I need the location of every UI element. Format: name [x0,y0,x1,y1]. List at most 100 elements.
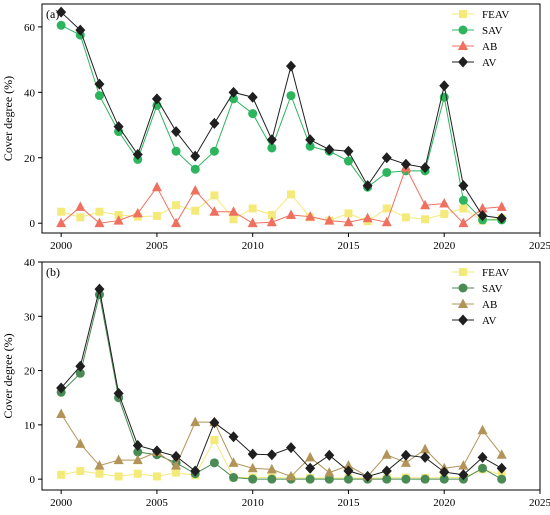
panel-b-series-sav [56,290,507,484]
panel-a-sav-point-6 [171,146,181,156]
panel-b-panel-label: (b) [46,265,60,279]
panel-b-feav-point-1 [76,467,85,475]
panel-b-feav-point-6 [172,468,181,477]
panel-a-legend: FEAV SAV AB AV [452,9,509,69]
panel-b-av-point-23 [496,462,507,474]
panel-a-av-point-12 [286,60,296,72]
panel-b-x-tick-label-4: 2020 [433,497,456,509]
panel-a-x-tick-label-1: 2005 [146,240,169,252]
panel-a-x-tick-label-0: 2000 [50,240,73,252]
panel-a-sav-point-13 [305,141,315,151]
panel-a-ab-point-12 [286,209,296,220]
panel-a-legend-label-feav: FEAV [482,9,509,21]
panel-a-av-point-21 [458,180,469,192]
panel-b-legend-label-feav: FEAV [482,267,509,279]
panel-a-sav-point-0 [56,20,66,30]
panel-a-ab-point-9 [228,206,239,216]
panel-b-feav-point-8 [210,436,219,445]
panel-a-ab-point-19 [420,199,431,210]
panel-a-feav-point-3 [114,211,123,220]
panel-b-x-tick-label-0: 2000 [50,497,73,509]
panel-a-series-ab [56,162,507,228]
panel-a-av-point-13 [305,134,316,146]
panel-b-av-point-18 [400,449,411,461]
panel-b-plot-frame [41,261,541,491]
panel-a-series-sav [56,20,507,225]
panel-b-av-point-8 [209,417,220,429]
panel-a-av-point-8 [209,117,220,129]
panel-a-feav-point-20 [440,210,449,219]
panel-b-sav-point-13 [305,474,315,484]
panel-a-av-point-18 [400,158,411,170]
panel-a-ab-point-11 [266,216,277,227]
panel-a-feav-point-6 [172,201,181,210]
panel-a-legend-ab-point-marker [458,40,468,50]
panel-b-series-feav [57,436,506,483]
panel-b-ab-point-12 [286,470,296,481]
panel-b-av-point-22 [477,451,488,463]
panel-a-ab-point-3 [113,215,124,225]
panel-a-av-point-20 [439,80,450,92]
panel-b-feav-point-4 [133,469,142,478]
panel-a-y-tick-label-0: 0 [30,218,36,230]
panel-a-legend-label-ab: AB [482,41,497,53]
panel-a-sav-point-11 [267,143,277,153]
panel-a-x-tick-label-3: 2015 [337,240,360,252]
panel-a-ab-point-23 [496,201,507,211]
panel-b-ab-point-4 [132,454,143,465]
panel-a-chart: 2000 2005 2010 2015 2020 2025 0 20 40 60 Cover deg… [1,3,550,252]
panel-a-plot-frame [41,3,541,234]
panel-a-av-point-7 [190,150,201,162]
panel-a-av-point-11 [266,134,277,146]
panel-a-av-point-16 [362,180,373,192]
panel-a-legend-sav-point-marker [458,25,468,35]
panel-b-sav-point-23 [497,474,507,484]
panel-b-legend-av-point-marker [458,314,468,326]
panel-b-legend-label-sav: SAV [482,283,503,295]
panel-b-ab-point-18 [400,457,411,467]
panel-b-ab-point-22 [477,424,488,435]
panel-b-av-point-1 [75,360,86,372]
panel-a-feav-point-21 [459,204,468,213]
panel-a-y-tick-label-1: 20 [24,153,36,165]
panel-b-y-tick-label-3: 30 [24,311,36,323]
panel-b-sav-point-11 [267,474,277,484]
panel-a-feav-point-11 [267,211,276,220]
panel-b-ab-point-11 [266,463,277,474]
panel-b-sav-point-9 [229,473,239,483]
panel-b-av-point-3 [113,387,124,399]
panel-b-av-point-12 [286,442,296,454]
panel-a-av-point-9 [228,86,239,98]
panel-a-legend-label-av: AV [482,57,497,69]
panel-b-y-tick-label-1: 10 [24,420,36,432]
panel-a-av-point-3 [113,121,124,133]
panel-a-feav-point-9 [229,215,238,224]
panel-b-y-axis-label: Cover degree (%) [1,333,15,418]
panel-a-ab-point-21 [458,217,469,228]
panel-b-av-point-10 [247,448,258,460]
panel-b-sav-point-14 [324,474,334,484]
panel-a-sav-point-7 [190,164,200,174]
panel-a-feav-point-1 [76,213,85,222]
panel-a-sav-point-15 [343,156,353,166]
panel-a-ab-point-15 [343,216,354,227]
panel-a-av-point-4 [132,148,143,160]
panel-b-av-point-5 [151,445,162,457]
panel-b-av-point-13 [305,462,316,474]
panel-a-series-feav [57,190,506,226]
panel-b-ab-point-17 [381,449,392,459]
panel-b-av-point-21 [458,469,469,481]
panel-a-ab-point-17 [381,216,392,227]
panel-b-x-tick-label-3: 2015 [337,497,360,509]
panel-b-sav-point-19 [420,474,430,484]
panel-b-chart: 2000 2005 2010 2015 2020 2025 0 10 20 30 40 Cover d… [1,257,550,509]
panel-b-av-point-16 [362,470,373,482]
panel-b-sav-point-20 [439,474,449,484]
panel-a-ab-point-10 [247,217,258,228]
panel-b-legend: FEAV SAV AB AV [452,267,509,327]
panel-b-av-point-15 [343,465,354,477]
panel-a-av-point-5 [151,93,162,105]
panel-a-feav-point-18 [401,213,410,222]
panel-a-ab-point-5 [151,181,162,192]
